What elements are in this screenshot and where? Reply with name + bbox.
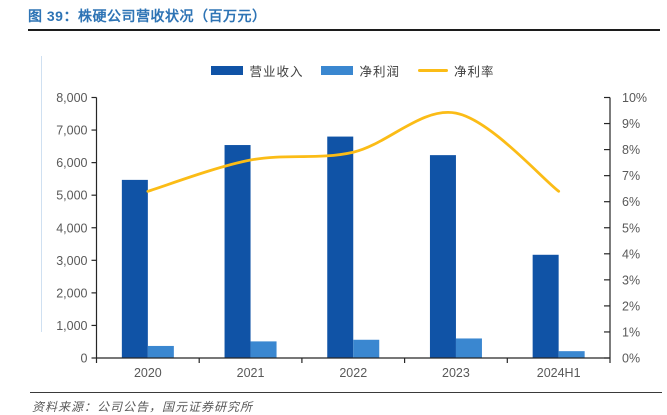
x-axis-label-2020: 2020 xyxy=(134,366,162,380)
right-axis-tick-label: 8% xyxy=(622,143,640,157)
bar-revenue-2022 xyxy=(327,136,354,358)
bar-revenue-2023 xyxy=(429,155,456,358)
legend-label-revenue: 营业收入 xyxy=(249,64,304,79)
footer-divider xyxy=(30,392,662,393)
x-axis-label-2022: 2022 xyxy=(339,366,367,380)
axes-group: 0 1,000 2,000 3,000 4,000 5,000 6,000 7,000 8,00… xyxy=(56,91,647,380)
right-axis-tick-label: 4% xyxy=(622,247,640,261)
legend-item-net-margin: 净利率 xyxy=(418,61,495,80)
legend-item-revenue: 营业收入 xyxy=(211,61,303,80)
legend-label-net-margin: 净利率 xyxy=(454,64,495,79)
chart-legend: 营业收入 净利润 净利率 xyxy=(96,61,610,80)
x-axis-label-2024H1: 2024H1 xyxy=(537,366,581,380)
right-axis-tick-label: 9% xyxy=(622,117,640,131)
x-axis-label-2021: 2021 xyxy=(237,366,265,380)
right-axis-tick-label: 6% xyxy=(622,195,640,209)
bar-net-profit-2022 xyxy=(353,339,380,358)
legend-label-net-profit: 净利润 xyxy=(359,64,400,79)
bars-group xyxy=(121,136,585,358)
legend-swatch-revenue-icon xyxy=(211,65,244,75)
left-axis-tick-label: 5,000 xyxy=(56,189,87,203)
left-axis-tick-label: 6,000 xyxy=(56,156,87,170)
left-axis-tick-label: 3,000 xyxy=(56,254,87,268)
legend-item-net-profit: 净利润 xyxy=(321,61,400,80)
bar-net-profit-2024H1 xyxy=(558,351,585,358)
figure-title: 图 39：株硬公司营收状况（百万元） xyxy=(28,8,267,24)
chart-frame-left-border xyxy=(41,56,42,332)
right-axis-tick-label: 3% xyxy=(622,273,640,287)
right-axis-tick-label: 0% xyxy=(622,352,640,366)
left-axis-tick-label: 1,000 xyxy=(56,319,87,333)
left-axis-tick-label: 0 xyxy=(81,352,88,366)
left-axis-tick-label: 8,000 xyxy=(56,91,87,105)
source-note: 资料来源：公司公告，国元证券研究所 xyxy=(32,400,254,414)
title-divider xyxy=(28,29,660,31)
left-axis-tick-label: 7,000 xyxy=(56,124,87,138)
left-axis-tick-label: 2,000 xyxy=(56,286,87,300)
right-axis-tick-label: 5% xyxy=(622,221,640,235)
bar-net-profit-2023 xyxy=(455,338,482,358)
right-axis-tick-label: 7% xyxy=(622,169,640,183)
right-axis-tick-label: 2% xyxy=(622,299,640,313)
right-axis-tick-label: 1% xyxy=(622,325,640,339)
x-axis-label-2023: 2023 xyxy=(442,366,470,380)
legend-swatch-net-profit-icon xyxy=(321,65,354,75)
bar-revenue-2024H1 xyxy=(532,254,559,358)
net-margin-line xyxy=(146,111,561,193)
right-axis-tick-label: 10% xyxy=(622,91,647,105)
bar-revenue-2020 xyxy=(121,179,148,358)
legend-swatch-net-margin-icon xyxy=(418,68,448,72)
bar-net-profit-2021 xyxy=(250,341,277,358)
left-axis-tick-label: 4,000 xyxy=(56,221,87,235)
bar-revenue-2021 xyxy=(224,145,251,358)
bar-net-profit-2020 xyxy=(147,345,174,358)
